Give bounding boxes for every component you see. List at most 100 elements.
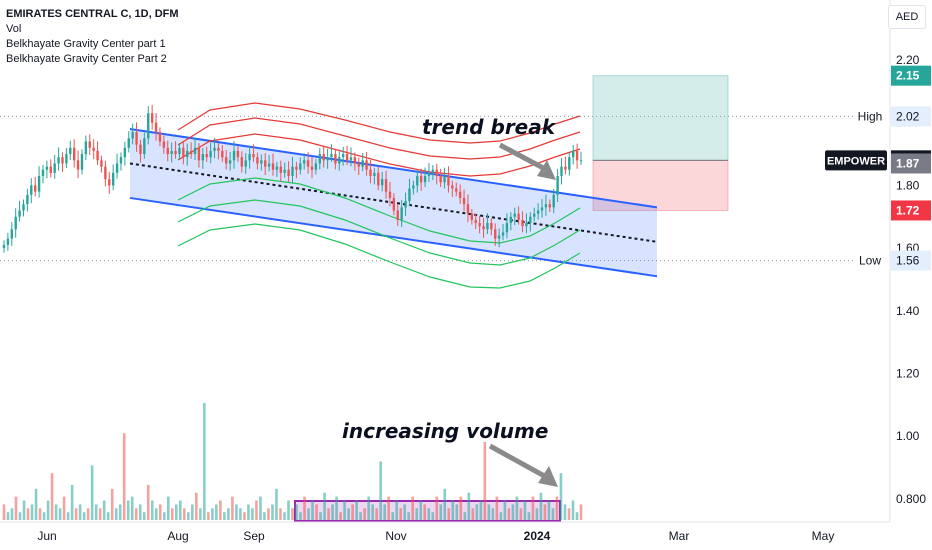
volume-bar xyxy=(323,492,326,520)
volume-arrow-shaft xyxy=(488,443,550,481)
gravity-green-band-2 xyxy=(177,199,581,266)
volume-bar xyxy=(399,508,402,520)
volume-bar xyxy=(34,488,38,520)
candle-body xyxy=(115,163,119,173)
channel-lower-line[interactable] xyxy=(129,196,658,278)
volume-bar xyxy=(455,504,459,520)
candle-body xyxy=(22,204,25,211)
loss-zone[interactable] xyxy=(592,159,729,211)
volume-bar xyxy=(387,496,390,520)
volume-bar xyxy=(74,508,78,520)
volume-bar xyxy=(419,500,423,520)
volume-bar xyxy=(2,504,6,520)
candle-body xyxy=(302,160,306,164)
volume-bar xyxy=(351,504,354,520)
candle-body xyxy=(80,154,84,170)
candle-body xyxy=(486,223,489,230)
candle-body xyxy=(100,160,103,167)
trend-break-arrow-shaft xyxy=(498,142,549,173)
candle-body xyxy=(447,175,450,186)
candle-body xyxy=(509,216,513,224)
volume-bar xyxy=(559,473,563,520)
high-label: High 2.02 xyxy=(853,106,931,127)
volume-arrow-head xyxy=(538,466,558,487)
candle-body xyxy=(53,163,56,173)
volume-bar xyxy=(211,508,214,520)
volume-bar xyxy=(295,504,298,520)
candle-body xyxy=(361,160,364,167)
volume-bar xyxy=(331,504,334,520)
volume-bar xyxy=(463,512,467,520)
channel-upper-line[interactable] xyxy=(129,127,658,209)
candle-body xyxy=(416,175,419,186)
candle-body xyxy=(72,147,76,161)
volume-bar xyxy=(307,508,310,520)
legend-indicator-2[interactable]: Belkhayate Gravity Center Part 2 xyxy=(6,53,167,65)
volume-bar xyxy=(503,500,507,520)
candle-body xyxy=(76,160,80,170)
legend-volume[interactable]: Vol xyxy=(6,23,22,35)
candle-body xyxy=(92,147,95,151)
currency-badge[interactable]: AED xyxy=(888,5,926,29)
volume-bar xyxy=(42,512,46,520)
volume-bar xyxy=(122,433,126,520)
gravity-red-band-1 xyxy=(177,102,581,144)
volume-bar xyxy=(511,504,515,520)
candle-body xyxy=(26,194,29,205)
volume-bar xyxy=(191,504,194,520)
x-tick-label: 2024 xyxy=(524,529,551,543)
candle-body xyxy=(466,204,470,214)
volume-bar xyxy=(459,496,463,520)
volume-bar xyxy=(58,508,62,520)
candle-body xyxy=(474,219,477,224)
low-label: Low 1.56 xyxy=(853,250,931,271)
volume-bar xyxy=(315,504,318,520)
volume-bar xyxy=(6,512,10,520)
volume-bar xyxy=(383,504,386,520)
volume-bar xyxy=(339,512,342,520)
chart-legend: EMIRATES CENTRAL C, 1D, DFM Vol Belkhaya… xyxy=(6,7,179,67)
candle-body xyxy=(154,122,158,133)
candle-body xyxy=(353,157,357,164)
volume-bar xyxy=(130,496,134,520)
volume-bar xyxy=(247,504,250,520)
x-tick-label: May xyxy=(812,529,835,543)
candle-body xyxy=(193,147,197,155)
volume-bar xyxy=(367,496,370,520)
candle-body xyxy=(108,179,111,186)
candle-body xyxy=(295,166,298,170)
volume-bar xyxy=(319,512,322,520)
volume-bar xyxy=(243,512,246,520)
candle-body xyxy=(170,150,173,155)
volume-bar xyxy=(363,508,366,520)
symbol-title[interactable]: EMIRATES CENTRAL C, 1D, DFM xyxy=(6,8,179,20)
candle-body xyxy=(536,210,540,214)
volume-bar xyxy=(495,496,499,520)
candle-body xyxy=(10,229,13,239)
candle-body xyxy=(501,232,505,236)
volume-bar xyxy=(371,504,374,520)
candle-body xyxy=(174,150,177,155)
volume-bar xyxy=(223,512,226,520)
candle-body xyxy=(248,154,251,161)
candle-body xyxy=(197,147,201,161)
volume-bar xyxy=(187,512,190,520)
candle-body xyxy=(478,223,481,227)
candle-body xyxy=(384,179,388,192)
candle-body xyxy=(548,204,552,208)
candle-body xyxy=(525,223,528,227)
volume-bar xyxy=(579,504,583,520)
volume-bar xyxy=(487,504,491,520)
candle-body xyxy=(143,138,146,155)
long-position-tool xyxy=(592,75,729,211)
candle-body xyxy=(490,223,493,230)
candle-body xyxy=(373,172,376,176)
legend-indicator-1[interactable]: Belkhayate Gravity Center part 1 xyxy=(6,38,166,50)
candle-body xyxy=(88,141,91,148)
volume-bar xyxy=(567,508,571,520)
candle-body xyxy=(306,160,310,167)
volume-bar xyxy=(110,488,114,520)
volume-bar xyxy=(303,496,306,520)
profit-zone[interactable] xyxy=(592,75,729,161)
